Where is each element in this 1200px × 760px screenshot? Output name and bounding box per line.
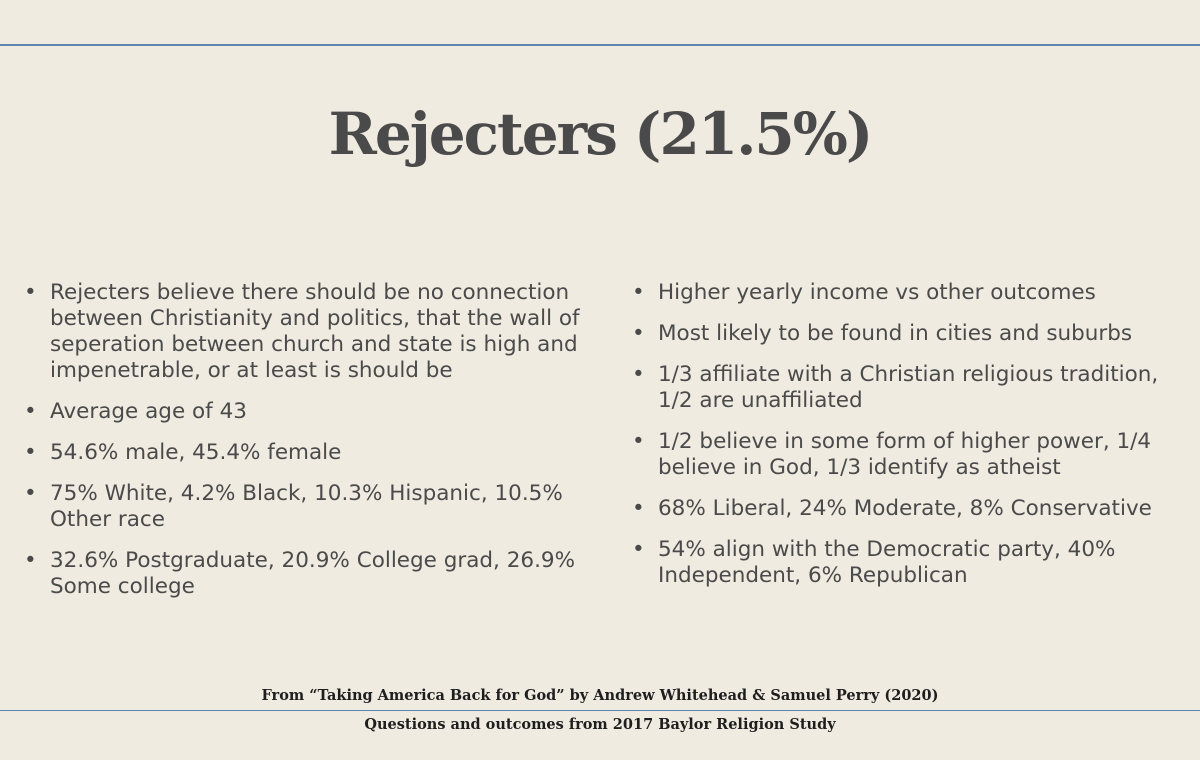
list-item: • 68% Liberal, 24% Moderate, 8% Conservat… <box>630 496 1190 522</box>
bullet-icon: • <box>24 548 37 573</box>
bullet-icon: • <box>632 496 645 521</box>
bullet-text: 32.6% Postgraduate, 20.9% College grad, … <box>50 548 576 599</box>
bullet-icon: • <box>632 280 645 305</box>
left-bullet-list: • Rejecters believe there should be no co… <box>22 280 582 615</box>
bullet-text: Average age of 43 <box>50 399 247 424</box>
bullet-icon: • <box>24 280 37 305</box>
list-item: • Higher yearly income vs other outcomes <box>630 280 1190 306</box>
right-bullet-list: • Higher yearly income vs other outcomes … <box>630 280 1190 604</box>
list-item: • 1/3 affiliate with a Christian religiou… <box>630 362 1190 414</box>
source-citation: From “Taking America Back for God” by An… <box>261 687 939 704</box>
list-item: • 54% align with the Democratic party, 40… <box>630 537 1190 589</box>
bullet-icon: • <box>24 481 37 506</box>
bullet-text: Rejecters believe there should be no con… <box>50 280 580 383</box>
list-item: • Average age of 43 <box>22 399 582 425</box>
bullet-text: Higher yearly income vs other outcomes <box>658 280 1096 305</box>
slide-title: Rejecters (21.5%) <box>328 100 874 168</box>
bullet-icon: • <box>632 362 645 387</box>
list-item: • 54.6% male, 45.4% female <box>22 440 582 466</box>
bullet-text: Most likely to be found in cities and su… <box>658 321 1133 346</box>
list-item: • 32.6% Postgraduate, 20.9% College grad,… <box>22 548 582 600</box>
study-citation: Questions and outcomes from 2017 Baylor … <box>364 716 836 733</box>
bottom-divider-line <box>0 710 1200 711</box>
list-item: • Rejecters believe there should be no co… <box>22 280 582 384</box>
top-divider-line <box>0 44 1200 46</box>
bullet-icon: • <box>24 399 37 424</box>
list-item: • 1/2 believe in some form of higher powe… <box>630 429 1190 481</box>
bullet-icon: • <box>632 537 645 562</box>
bullet-icon: • <box>24 440 37 465</box>
bullet-icon: • <box>632 429 645 454</box>
bullet-text: 1/3 affiliate with a Christian religious… <box>658 362 1159 413</box>
bullet-text: 54% align with the Democratic party, 40%… <box>658 537 1116 588</box>
bullet-text: 68% Liberal, 24% Moderate, 8% Conservati… <box>658 496 1152 521</box>
bullet-icon: • <box>632 321 645 346</box>
bullet-text: 54.6% male, 45.4% female <box>50 440 342 465</box>
bullet-text: 1/2 believe in some form of higher power… <box>658 429 1152 480</box>
list-item: • Most likely to be found in cities and s… <box>630 321 1190 347</box>
list-item: • 75% White, 4.2% Black, 10.3% Hispanic, … <box>22 481 582 533</box>
bullet-text: 75% White, 4.2% Black, 10.3% Hispanic, 1… <box>50 481 563 532</box>
